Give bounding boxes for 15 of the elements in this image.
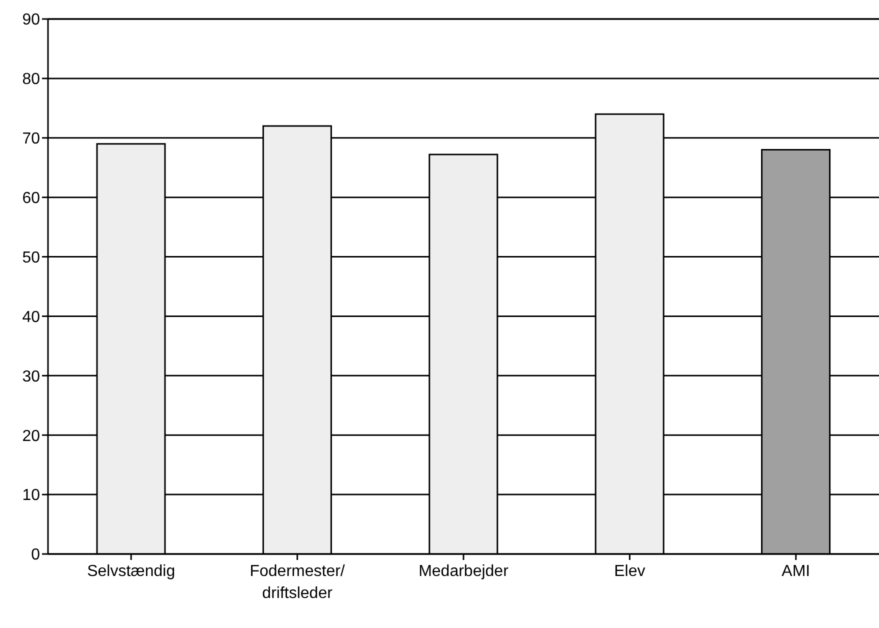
y-tick-label: 50 [22, 249, 40, 266]
y-tick-label: 60 [22, 190, 40, 208]
y-tick-label: 80 [22, 71, 40, 88]
x-tick-label: Fodermester/driftsleder [250, 563, 346, 602]
y-tick-label: 70 [22, 130, 40, 148]
y-tick-label: 20 [22, 428, 40, 445]
y-tick-label: 90 [22, 12, 40, 29]
y-tick-label: 30 [22, 368, 40, 386]
y-tick-label: 40 [22, 308, 40, 326]
x-tick-label: Elev [614, 563, 646, 580]
x-tick-label: Medarbejder [418, 563, 510, 580]
y-tick-label: 0 [31, 546, 40, 564]
y-tick-label: 10 [22, 487, 40, 504]
x-tick-label: AMI [782, 563, 810, 580]
x-tick-label: Selvstændig [87, 563, 176, 580]
